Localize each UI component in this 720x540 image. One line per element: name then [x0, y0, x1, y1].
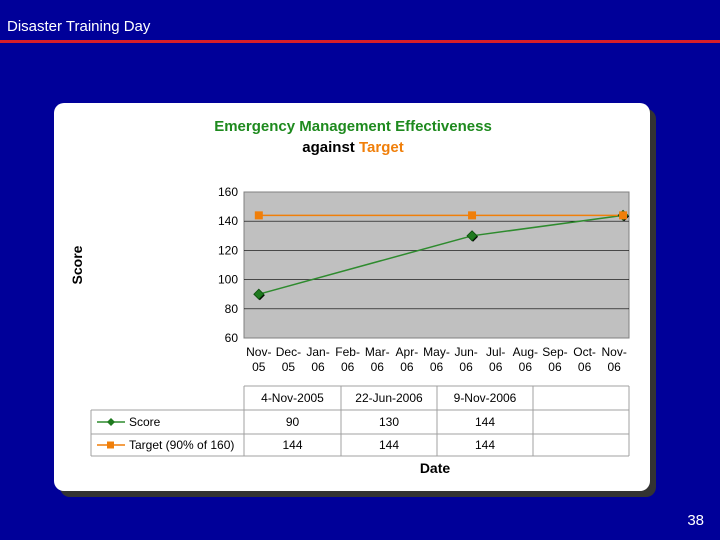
table-row-label: Target (90% of 160)	[129, 438, 234, 452]
table-header-cell: 22-Jun-2006	[355, 391, 423, 405]
target-marker	[468, 211, 477, 220]
x-tick-label: 06	[371, 360, 385, 374]
x-tick-label: 06	[548, 360, 562, 374]
x-tick-label: 06	[578, 360, 592, 374]
title-rule	[0, 40, 720, 43]
x-tick-label: Apr-	[396, 345, 419, 359]
y-axis-title: Score	[69, 245, 85, 284]
x-tick-label: 06	[400, 360, 414, 374]
y-tick-labels: 160 140 120 100 80 60	[218, 185, 238, 345]
x-tick-label: Oct-	[573, 345, 596, 359]
x-tick-label: Feb-	[335, 345, 360, 359]
table-row-label: Score	[129, 415, 161, 429]
chart-card: Emergency Management Effectiveness again…	[54, 103, 650, 491]
chart-title-target: Target	[359, 139, 404, 156]
score-marker	[466, 230, 478, 242]
y-tick-label: 60	[225, 331, 239, 345]
page-number: 38	[687, 512, 704, 529]
table-cell: 144	[475, 415, 495, 429]
y-tick-label: 80	[225, 302, 239, 316]
y-tick-label: 160	[218, 185, 238, 199]
x-tick-label: 06	[459, 360, 473, 374]
x-tick-label: Sep-	[542, 345, 567, 359]
target-marker	[254, 211, 263, 220]
x-tick-label: Jun-	[454, 345, 477, 359]
x-tick-label: Nov-	[246, 345, 271, 359]
x-axis-title: Date	[420, 460, 451, 476]
gridlines	[244, 220, 629, 310]
score-marker	[253, 288, 265, 300]
x-tick-label: Nov-	[602, 345, 627, 359]
x-tick-label: Mar-	[365, 345, 390, 359]
x-tick-label: 06	[608, 360, 622, 374]
x-tick-label: 05	[252, 360, 266, 374]
y-tick-label: 120	[218, 243, 238, 257]
chart-title-against: against	[302, 139, 359, 156]
x-tick-label: 06	[311, 360, 325, 374]
table-header-cell: 4-Nov-2005	[261, 391, 324, 405]
target-marker	[619, 211, 628, 220]
chart-title-line1: Emergency Management Effectiveness	[214, 118, 492, 135]
legend-key-diamond	[107, 418, 115, 426]
x-tick-label: Aug-	[513, 345, 538, 359]
x-tick-label: May-	[423, 345, 450, 359]
data-table: 4-Nov-2005 22-Jun-2006 9-Nov-2006 Score 90 13…	[90, 385, 630, 457]
table-cell: 90	[286, 415, 300, 429]
x-tick-labels: Nov-05Dec-05Jan-06Feb-06Mar-06Apr-06May-…	[246, 345, 627, 374]
y-tick-label: 140	[218, 214, 238, 228]
x-tick-label: 05	[282, 360, 296, 374]
y-tick-label: 100	[218, 273, 238, 287]
x-tick-label: Jul-	[486, 345, 505, 359]
x-tick-label: Dec-	[276, 345, 301, 359]
x-tick-label: 06	[341, 360, 355, 374]
series-markers	[253, 209, 630, 301]
table-header-cell: 9-Nov-2006	[454, 391, 517, 405]
x-tick-label: 06	[489, 360, 503, 374]
table-cell: 144	[379, 438, 399, 452]
slide-title: Disaster Training Day	[7, 18, 151, 35]
chart-title-line2: against Target	[302, 139, 403, 156]
table-cell: 144	[475, 438, 495, 452]
x-tick-label: 06	[430, 360, 444, 374]
table-cell: 144	[282, 438, 302, 452]
x-tick-label: Jan-	[306, 345, 329, 359]
legend-key-square	[107, 441, 114, 449]
table-cell: 130	[379, 415, 399, 429]
plot-area	[243, 191, 630, 339]
x-tick-label: 06	[519, 360, 533, 374]
chart: Emergency Management Effectiveness again…	[69, 118, 630, 476]
